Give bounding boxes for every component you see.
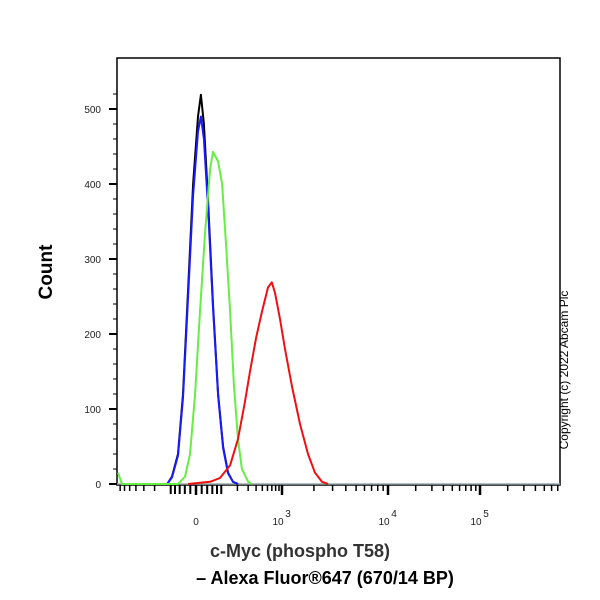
y-tick-label: 200 [84, 330, 101, 341]
y-tick-label: 400 [84, 180, 101, 191]
histogram-series-3 [187, 281, 329, 485]
y-tick-label: 300 [84, 255, 101, 266]
x-tick-exponent: 5 [483, 509, 489, 520]
x-tick-label: 0 [193, 517, 199, 528]
x-axis-label-line2: – Alexa Fluor®647 (670/14 BP) [196, 568, 454, 588]
y-tick-label: 0 [95, 480, 101, 491]
plot-frame [116, 57, 561, 486]
histogram-series-1 [166, 115, 239, 485]
copyright-text: Copyright (c) 2022 Abcam Plc [557, 291, 571, 450]
x-axis-label-line1: c-Myc (phospho T58) [209, 541, 390, 561]
y-tick-label: 100 [84, 405, 101, 416]
x-tick-exponent: 4 [391, 509, 397, 520]
x-tick-label: 10 [470, 517, 482, 528]
y-tick-label: 500 [84, 105, 101, 116]
x-tick-label: 10 [272, 517, 284, 528]
x-tick-label: 10 [378, 517, 390, 528]
x-tick-exponent: 3 [285, 509, 291, 520]
y-axis-label: Count [36, 244, 57, 300]
